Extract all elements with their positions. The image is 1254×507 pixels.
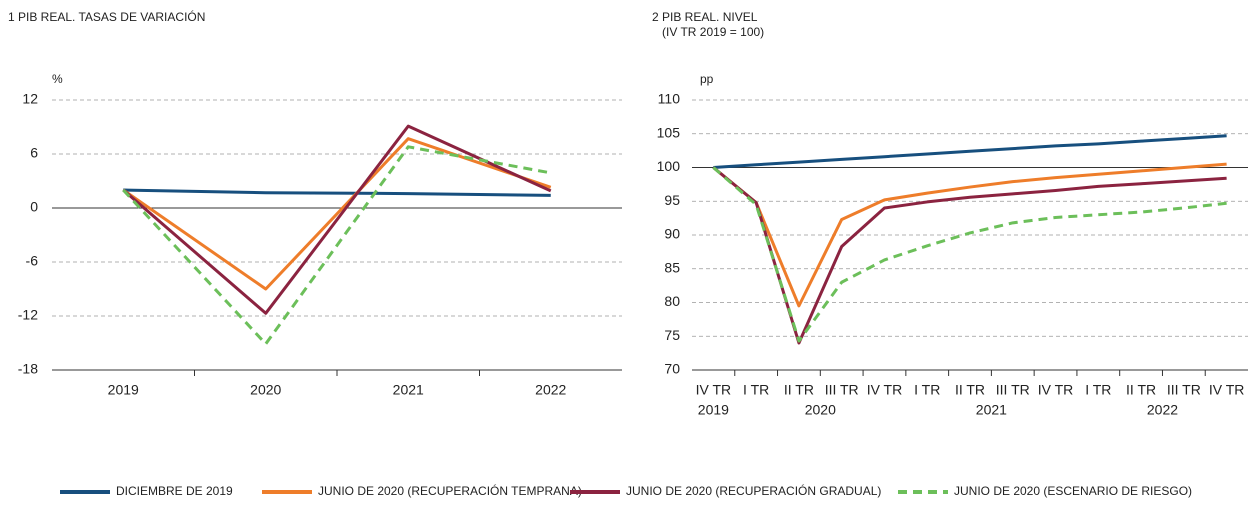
y-tick-label: 75 bbox=[664, 327, 680, 343]
y-tick-label: -6 bbox=[26, 253, 39, 269]
y-tick-label: 6 bbox=[30, 145, 38, 161]
legend-label: JUNIO DE 2020 (ESCENARIO DE RIESGO) bbox=[954, 484, 1192, 498]
x-tick-label: 2021 bbox=[393, 382, 424, 398]
series-line bbox=[123, 188, 551, 197]
x-tick-label: IV TR bbox=[1038, 382, 1074, 398]
x-tick-label: II TR bbox=[1126, 382, 1156, 398]
y-tick-label: 12 bbox=[22, 91, 38, 107]
year-label: 2019 bbox=[698, 402, 729, 418]
chart-title: 2 PIB REAL. NIVEL bbox=[652, 10, 758, 24]
series-line bbox=[712, 166, 1227, 343]
x-tick-label: I TR bbox=[743, 382, 769, 398]
y-axis-label: pp bbox=[700, 72, 714, 86]
series-line bbox=[122, 137, 552, 291]
x-tick-label: 2019 bbox=[108, 382, 139, 398]
y-axis-label: % bbox=[52, 72, 63, 86]
x-tick-label: III TR bbox=[1167, 382, 1201, 398]
y-tick-label: 105 bbox=[657, 124, 681, 140]
x-tick-label: III TR bbox=[825, 382, 859, 398]
x-tick-label: IV TR bbox=[696, 382, 732, 398]
series-line bbox=[713, 134, 1227, 169]
y-tick-label: -18 bbox=[18, 361, 38, 377]
y-tick-label: 95 bbox=[664, 192, 680, 208]
series-line bbox=[122, 145, 552, 346]
y-tick-label: 0 bbox=[30, 199, 38, 215]
series-line bbox=[712, 166, 1227, 345]
x-tick-label: IV TR bbox=[1209, 382, 1245, 398]
legend-label: DICIEMBRE DE 2019 bbox=[116, 484, 233, 498]
x-tick-label: II TR bbox=[784, 382, 814, 398]
legend-label: JUNIO DE 2020 (RECUPERACIÓN TEMPRANA) bbox=[318, 483, 582, 498]
year-label: 2020 bbox=[805, 402, 836, 418]
legend-label: JUNIO DE 2020 (RECUPERACIÓN GRADUAL) bbox=[626, 483, 881, 498]
x-tick-label: II TR bbox=[955, 382, 985, 398]
x-tick-label: I TR bbox=[914, 382, 940, 398]
y-tick-label: 100 bbox=[657, 158, 681, 174]
x-tick-label: IV TR bbox=[867, 382, 903, 398]
y-tick-label: 80 bbox=[664, 293, 680, 309]
year-label: 2021 bbox=[976, 402, 1007, 418]
y-tick-label: 110 bbox=[658, 91, 681, 107]
x-tick-label: III TR bbox=[996, 382, 1030, 398]
y-tick-label: 85 bbox=[664, 259, 680, 275]
x-tick-label: 2022 bbox=[535, 382, 566, 398]
chart-subtitle: (IV TR 2019 = 100) bbox=[662, 25, 764, 39]
y-tick-label: -12 bbox=[18, 307, 38, 323]
y-tick-label: 70 bbox=[664, 361, 680, 377]
chart-title: 1 PIB REAL. TASAS DE VARIACIÓN bbox=[8, 9, 205, 24]
x-tick-label: I TR bbox=[1085, 382, 1111, 398]
year-label: 2022 bbox=[1147, 402, 1178, 418]
y-tick-label: 90 bbox=[664, 226, 680, 242]
x-tick-label: 2020 bbox=[250, 382, 281, 398]
series-line bbox=[712, 162, 1227, 308]
